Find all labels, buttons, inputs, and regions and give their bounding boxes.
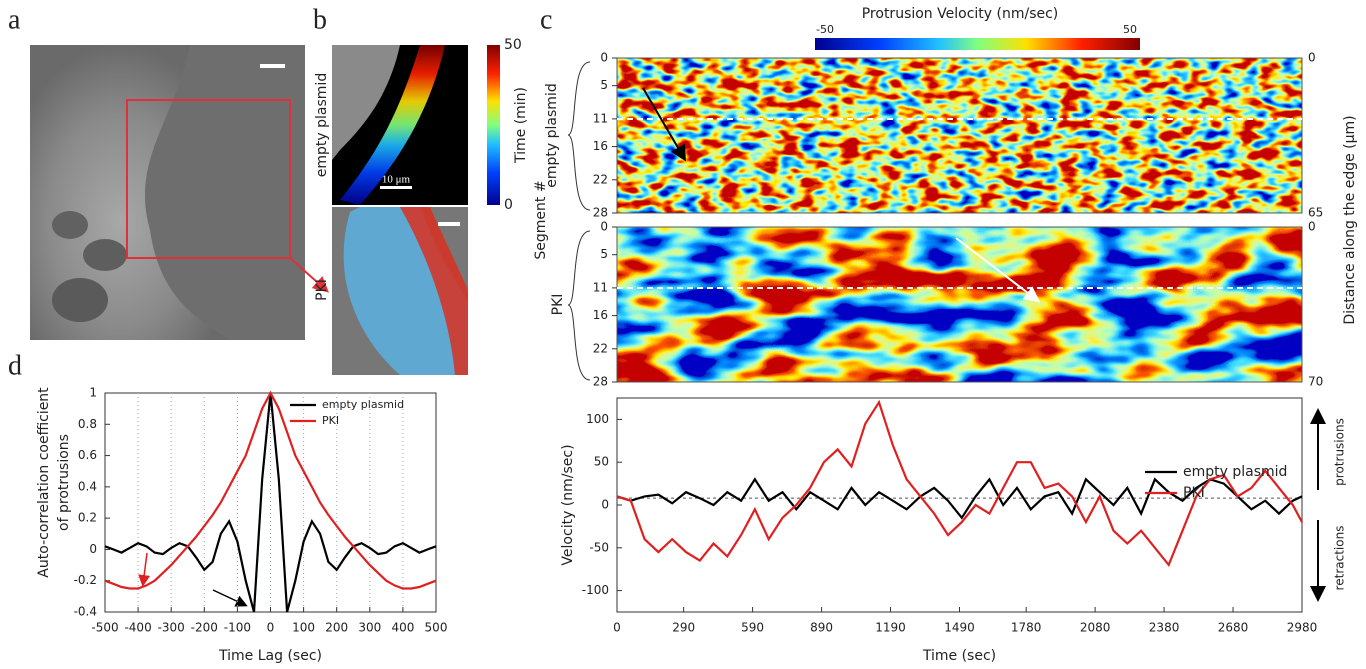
x-tick-label: -500 [91, 621, 118, 635]
x-tick-label: 500 [425, 621, 448, 635]
y-tick-label: -0.2 [74, 573, 97, 587]
heatmap [617, 227, 1302, 382]
series-line [104, 390, 437, 590]
x-tick-label: 2680 [1218, 621, 1249, 635]
x-tick-label: 2380 [1149, 621, 1180, 635]
x-tick-label: 0 [613, 621, 621, 635]
micrograph [30, 45, 329, 340]
right-tick-label: 0 [1308, 220, 1316, 234]
x-tick-label: 890 [810, 621, 833, 635]
y-tick-label: 5 [600, 78, 608, 92]
y-tick-label: 22 [593, 172, 608, 186]
colorbar-label: Time (min) [513, 87, 529, 164]
x-label: Time (sec) [922, 648, 996, 664]
right-tick-label: 65 [1308, 206, 1323, 220]
colorbar-tick-label: 50 [504, 37, 522, 53]
y-tick-label: 0 [600, 220, 608, 234]
group-label: empty plasmid [544, 83, 560, 187]
y-tick-label: 5 [600, 247, 608, 261]
right-label: Distance along the edge (μm) [1342, 115, 1358, 324]
x-tick-label: 100 [292, 621, 315, 635]
x-tick-label: 300 [358, 621, 381, 635]
colorbar-tick-label: -50 [816, 23, 834, 36]
y-label: Velocity (nm/sec) [560, 444, 576, 565]
x-tick-label: 400 [391, 621, 414, 635]
y-tick-label: 1 [89, 386, 97, 400]
x-tick-label: 2080 [1080, 621, 1111, 635]
colorbar-tick-label: 0 [504, 197, 513, 213]
y-label: Auto-correlation coefficient [36, 387, 52, 578]
y-tick-label: 0.4 [78, 479, 97, 493]
y-tick-label: 0.8 [78, 417, 97, 431]
y-tick-label: 22 [593, 341, 608, 355]
y-tick-label: 28 [593, 206, 608, 220]
legend-label: empty plasmid [1183, 464, 1287, 480]
x-tick-label: -200 [191, 621, 218, 635]
x-tick-label: 0 [267, 621, 275, 635]
x-tick-label: -300 [158, 621, 185, 635]
y-tick-label: 11 [593, 111, 608, 125]
y-tick-label: 100 [586, 412, 609, 426]
series-line [616, 477, 1303, 520]
colorbar [487, 45, 500, 205]
legend-label: PKI [322, 414, 339, 427]
x-label: Time Lag (sec) [218, 648, 322, 664]
y-tick-label: 16 [593, 308, 608, 322]
x-tick-label: -100 [224, 621, 251, 635]
series-line [616, 399, 1303, 568]
plot-frame [616, 397, 1303, 613]
y-tick-label: 0 [89, 542, 97, 556]
colorbar-tick-label: 50 [1123, 23, 1137, 36]
y-tick-label: 0 [601, 498, 609, 512]
x-tick-label: 2980 [1287, 621, 1318, 635]
y-tick-label: -0.4 [74, 605, 97, 619]
heatmap [617, 58, 1302, 213]
annotation: protrusions [1333, 418, 1347, 486]
panel-label: a [8, 4, 21, 35]
y-label: of protrusions [56, 434, 72, 531]
y-tick-label: -50 [589, 540, 609, 554]
x-tick-label: 1780 [1011, 621, 1042, 635]
panel-label: c [540, 4, 552, 35]
x-tick-label: 1490 [944, 621, 975, 635]
colorbar-title: Protrusion Velocity (nm/sec) [862, 6, 1059, 22]
annotation: retractions [1333, 526, 1347, 591]
legend-label: empty plasmid [322, 398, 404, 411]
y-tick-label: 50 [594, 455, 609, 469]
y-tick-label: 11 [593, 280, 608, 294]
colorbar [815, 38, 1140, 50]
y-tick-label: 0.2 [78, 511, 97, 525]
x-tick-label: 200 [325, 621, 348, 635]
x-tick-label: 1190 [875, 621, 906, 635]
panel-label: b [313, 4, 327, 35]
y-tick-label: 28 [593, 375, 608, 389]
y-label: Segment # [533, 180, 549, 259]
charts: -500 -400 -300 -200 -100 0 100 200 300 400 500-0.4… [36, 386, 1347, 665]
x-tick-label: 590 [741, 621, 764, 635]
micrograph-b [332, 45, 468, 375]
y-tick-label: 16 [593, 139, 608, 153]
y-tick-label: -100 [582, 583, 609, 597]
x-tick-label: -400 [124, 621, 151, 635]
row-label: PKI [314, 279, 330, 301]
heatmap-overlay [567, 57, 1303, 383]
panel-label: d [8, 350, 22, 381]
legend-label: PKI [1183, 485, 1205, 501]
group-label: PKI [550, 294, 566, 316]
row-label: empty plasmid [314, 73, 330, 177]
y-tick-label: 0 [600, 51, 608, 65]
x-tick-label: 290 [672, 621, 695, 635]
panel-d-arrows [138, 552, 248, 607]
y-tick-label: 0.6 [78, 448, 97, 462]
right-tick-label: 70 [1308, 375, 1323, 389]
scale-bar-label: 10 μm [382, 174, 411, 186]
right-tick-label: 0 [1308, 51, 1316, 65]
